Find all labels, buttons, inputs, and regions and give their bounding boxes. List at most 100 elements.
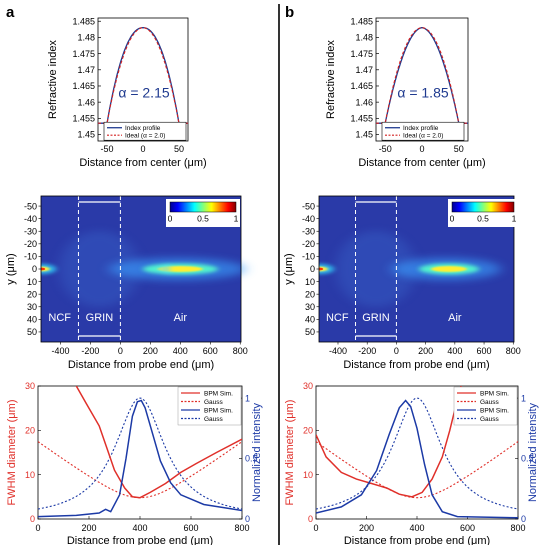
ideal-profile-line <box>376 27 468 124</box>
ncf-beam-peak <box>319 267 324 271</box>
fwhm-x-axis-label: Distance from probe end (μm) <box>67 535 213 545</box>
map-x-tick-label: 200 <box>418 346 433 356</box>
fwhm-gauss-line <box>316 441 518 499</box>
fwhm-legend-label: Gauss <box>204 416 224 423</box>
map-y-axis-label: y (μm) <box>283 253 295 284</box>
map-y-tick-label: -10 <box>24 252 37 262</box>
map-x-tick-label: 200 <box>143 346 158 356</box>
colorbar-tick-label: 0.5 <box>197 214 209 224</box>
fwhm-legend-label: BPM Sim. <box>204 408 233 415</box>
index-y-tick-label: 1.455 <box>72 114 95 124</box>
fwhm-right-tick-label: 0.5 <box>245 454 258 464</box>
map-x-tick-label: -400 <box>51 346 69 356</box>
grin-beam-glow <box>59 231 140 307</box>
map-y-tick-label: 30 <box>305 302 315 312</box>
index-y-tick-label: 1.48 <box>355 33 373 43</box>
fwhm-left-tick-label: 20 <box>25 426 35 436</box>
index-x-axis-label: Distance from center (μm) <box>79 157 206 169</box>
fwhm-right-tick-label: 1 <box>245 393 250 403</box>
map-y-tick-label: -20 <box>24 239 37 249</box>
fwhm-x-tick-label: 0 <box>313 523 318 533</box>
fwhm-left-axis-label: FWHM diameter (μm) <box>6 400 18 506</box>
intensity-gauss-line <box>38 397 242 510</box>
map-y-tick-label: 40 <box>305 315 315 325</box>
map-x-tick-label: -400 <box>329 346 347 356</box>
index-y-tick-label: 1.45 <box>355 130 373 140</box>
map-x-tick-label: 600 <box>477 346 492 356</box>
index-y-tick-label: 1.485 <box>350 16 373 26</box>
fwhm-left-tick-label: 0 <box>308 514 313 524</box>
index-x-tick-label: -50 <box>100 144 113 154</box>
map-x-tick-label: -200 <box>358 346 376 356</box>
panel-letter: b <box>285 4 294 21</box>
index-y-axis-label: Refractive index <box>47 40 59 119</box>
map-y-tick-label: -10 <box>302 252 315 262</box>
fwhm-legend-label: BPM Sim. <box>480 408 509 415</box>
index-legend-label: Index profile <box>125 125 161 132</box>
map-x-axis-label: Distance from probe end (μm) <box>343 359 489 371</box>
colorbar-tick-label: 1 <box>512 214 517 224</box>
fwhm-left-tick-label: 10 <box>303 470 313 480</box>
fwhm-curves <box>38 386 242 518</box>
panel-letter: a <box>6 4 15 21</box>
region-label: Air <box>448 312 462 324</box>
map-y-tick-label: -30 <box>24 226 37 236</box>
fwhm-right-axis-label: Normalized intensity <box>251 402 263 502</box>
fwhm-legend-label: BPM Sim. <box>204 391 233 398</box>
map-y-tick-label: 20 <box>305 289 315 299</box>
map-y-tick-label: -30 <box>302 226 315 236</box>
map-y-tick-label: 20 <box>27 289 37 299</box>
fwhm-x-tick-label: 800 <box>234 523 249 533</box>
region-label: NCF <box>48 312 71 324</box>
fwhm-left-tick-label: 30 <box>303 381 313 391</box>
region-label: GRIN <box>86 312 114 324</box>
fwhm-sim-line <box>316 386 462 498</box>
fwhm-left-tick-label: 0 <box>30 514 35 524</box>
fwhm-legend-label: Gauss <box>480 416 500 423</box>
index-plot-frame <box>375 17 469 142</box>
map-y-tick-label: 10 <box>305 277 315 287</box>
index-y-tick-label: 1.465 <box>72 81 95 91</box>
index-y-tick-label: 1.485 <box>72 16 95 26</box>
index-legend-box <box>103 121 187 141</box>
index-y-tick-label: 1.45 <box>77 130 95 140</box>
map-y-tick-label: 50 <box>27 327 37 337</box>
fwhm-left-tick-label: 30 <box>25 381 35 391</box>
fwhm-x-tick-label: 0 <box>35 523 40 533</box>
map-x-tick-label: 400 <box>447 346 462 356</box>
alpha-annotation: α = 2.15 <box>118 84 170 100</box>
index-x-tick-label: 50 <box>454 144 464 154</box>
index-y-tick-label: 1.47 <box>77 65 95 75</box>
colorbar-tick-label: 0 <box>168 214 173 224</box>
ncf-beam-peak <box>41 267 46 271</box>
map-y-tick-label: -20 <box>302 239 315 249</box>
fwhm-left-tick-label: 10 <box>25 470 35 480</box>
fwhm-x-tick-label: 600 <box>183 523 198 533</box>
map-y-tick-label: -40 <box>302 214 315 224</box>
map-y-tick-label: -40 <box>24 214 37 224</box>
map-x-tick-label: 600 <box>203 346 218 356</box>
index-y-tick-label: 1.46 <box>77 97 95 107</box>
index-y-tick-label: 1.46 <box>355 97 373 107</box>
index-legend-box <box>381 121 465 141</box>
index-legend-label: Index profile <box>403 125 439 132</box>
index-y-tick-label: 1.475 <box>350 49 373 59</box>
region-label: Air <box>174 312 188 324</box>
focus-convergence-wedge <box>156 264 170 274</box>
map-y-tick-label: 40 <box>27 315 37 325</box>
map-x-axis-label: Distance from probe end (μm) <box>68 359 214 371</box>
fwhm-x-tick-label: 600 <box>460 523 475 533</box>
index-y-tick-label: 1.455 <box>350 114 373 124</box>
intensity-sim-line <box>38 399 242 518</box>
index-y-tick-label: 1.48 <box>77 33 95 43</box>
map-x-tick-label: 0 <box>118 346 123 356</box>
fwhm-sim-line <box>75 386 242 499</box>
fwhm-right-axis-label: Normalized intensity <box>527 402 539 502</box>
fwhm-right-tick-label: 1 <box>521 393 526 403</box>
fwhm-left-tick-label: 20 <box>303 426 313 436</box>
panel-a: a 1.45 1.455 1.46 1.465 1.47 1.475 1.48 1.485 -50… <box>5 4 263 545</box>
index-x-tick-label: -50 <box>379 144 392 154</box>
colorbar <box>169 201 237 213</box>
intensity-gauss-line <box>316 397 518 510</box>
